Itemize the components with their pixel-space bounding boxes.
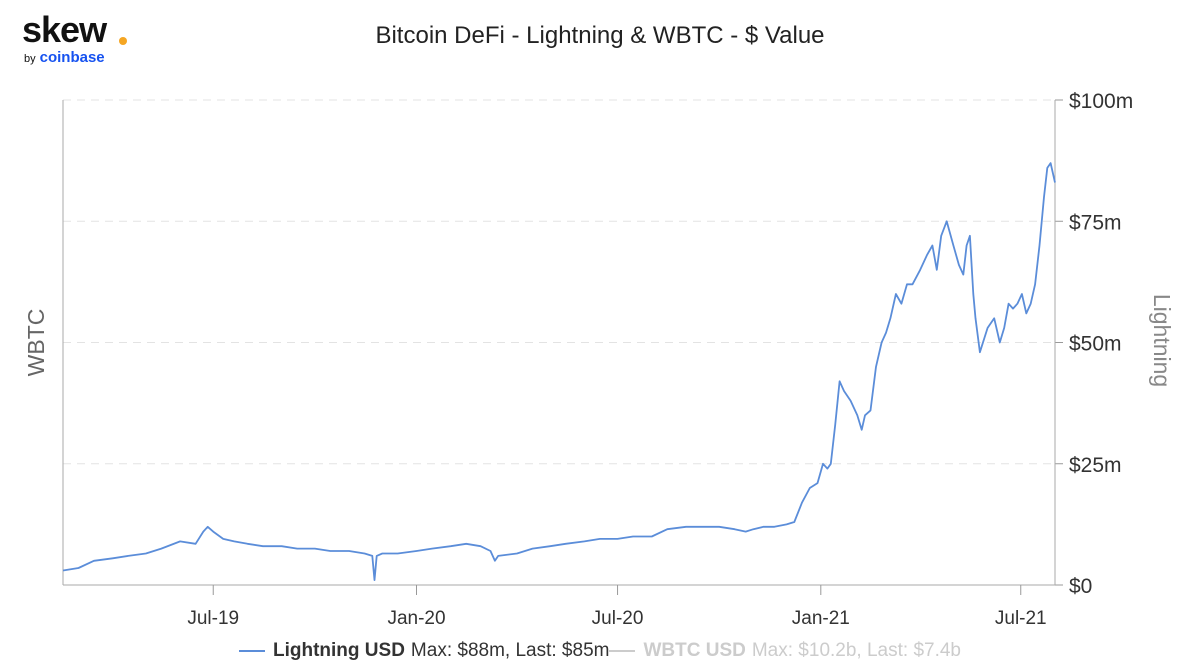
skew-logo: skew by coinbase: [22, 10, 142, 66]
y-tick-label: $50m: [1069, 333, 1122, 356]
x-tick-label: Jan-21: [792, 608, 850, 629]
chart-legend: Lightning USD Max: $88m, Last: $85m WBTC…: [0, 638, 1200, 664]
logo-brand-text: coinbase: [39, 49, 105, 66]
logo-wordmark: skew: [22, 9, 107, 50]
legend-swatch-lightning: [239, 650, 265, 652]
legend-item-wbtc[interactable]: WBTC USD Max: $10.2b, Last: $7.4b: [609, 640, 961, 662]
y-tick-label: $100m: [1069, 90, 1133, 113]
legend-swatch-wbtc: [609, 650, 636, 652]
logo-by-text: by: [24, 53, 36, 65]
legend-name-lightning: Lightning USD: [273, 640, 405, 661]
chart-area: $0 $25m $50m $75m $100m Jul-19 Jan-20 Jul-20 Jan…: [23, 90, 1175, 629]
logo-byline: by coinbase: [24, 50, 105, 67]
logo-dot: [119, 37, 127, 45]
series-line-lightning-usd: [62, 162, 1056, 581]
left-axis-title: WBTC: [23, 309, 49, 377]
x-tick-label: Jul-20: [592, 608, 644, 629]
y-tick-label: $75m: [1069, 211, 1122, 234]
x-tick-label: Jan-20: [387, 608, 445, 629]
chart-title: Bitcoin DeFi - Lightning & WBTC - $ Valu…: [375, 22, 825, 49]
legend-stats-lightning: Max: $88m, Last: $85m: [410, 640, 610, 661]
y-tick-label: $0: [1069, 575, 1092, 598]
legend-stats-wbtc: Max: $10.2b, Last: $7.4b: [751, 640, 961, 661]
y-tick-label: $25m: [1069, 454, 1122, 477]
x-tick-label: Jul-19: [187, 608, 239, 629]
legend-name-wbtc: WBTC USD: [643, 640, 746, 661]
x-tick-label: Jul-21: [995, 608, 1047, 629]
right-axis-title: Lightning: [1149, 294, 1175, 387]
legend-item-lightning[interactable]: Lightning USD Max: $88m, Last: $85m: [239, 640, 609, 662]
